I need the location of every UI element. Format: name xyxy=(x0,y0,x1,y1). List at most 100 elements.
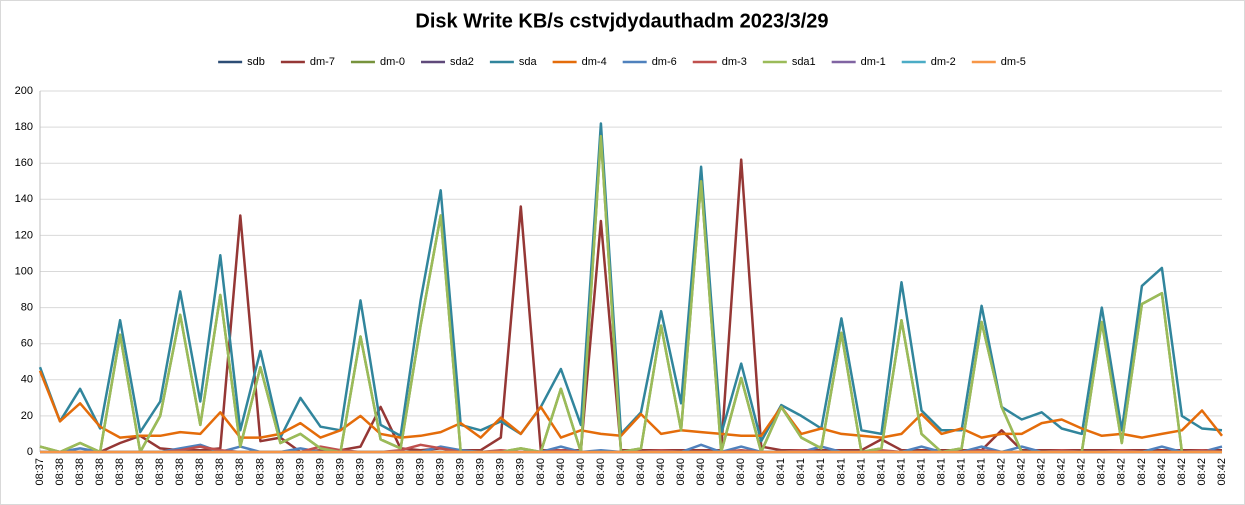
x-tick-label: 08:38 xyxy=(194,458,206,486)
legend-label: sda2 xyxy=(450,56,474,68)
x-tick-label: 08:42 xyxy=(1136,458,1148,486)
x-tick-label: 08:41 xyxy=(775,458,787,486)
x-tick-label: 08:42 xyxy=(1036,458,1048,486)
x-tick-label: 08:39 xyxy=(314,458,326,486)
x-tick-label: 08:42 xyxy=(1176,458,1188,486)
x-tick-label: 08:39 xyxy=(294,458,306,486)
x-tick-label: 08:38 xyxy=(214,458,226,486)
x-tick-label: 08:37 xyxy=(34,458,46,486)
legend-item: sda2 xyxy=(421,56,474,68)
x-tick-label: 08:38 xyxy=(174,458,186,486)
x-tick-label: 08:39 xyxy=(395,458,407,486)
x-tick-label: 08:41 xyxy=(835,458,847,486)
y-tick-label: 100 xyxy=(15,265,33,277)
x-tick-label: 08:42 xyxy=(996,458,1008,486)
x-tick-label: 08:40 xyxy=(595,458,607,486)
y-tick-label: 140 xyxy=(15,193,33,205)
x-tick-label: 08:38 xyxy=(74,458,86,486)
x-tick-label: 08:39 xyxy=(515,458,527,486)
y-tick-label: 60 xyxy=(21,338,33,350)
x-tick-label: 08:39 xyxy=(415,458,427,486)
x-tick-label: 08:41 xyxy=(915,458,927,486)
legend-label: dm-1 xyxy=(861,56,886,68)
x-tick-label: 08:38 xyxy=(234,458,246,486)
legend-label: sdb xyxy=(247,56,265,68)
x-tick-label: 08:38 xyxy=(134,458,146,486)
x-tick-label: 08:40 xyxy=(655,458,667,486)
x-tick-label: 08:42 xyxy=(1196,458,1208,486)
x-tick-label: 08:40 xyxy=(615,458,627,486)
x-tick-label: 08:39 xyxy=(435,458,447,486)
y-tick-label: 200 xyxy=(15,85,33,97)
legend-label: sda1 xyxy=(792,56,816,68)
legend-item: dm-3 xyxy=(692,56,747,68)
x-tick-label: 08:40 xyxy=(715,458,727,486)
x-tick-label: 08:40 xyxy=(635,458,647,486)
legend-item: dm-0 xyxy=(350,56,405,68)
y-tick-label: 20 xyxy=(21,410,33,422)
x-tick-label: 08:40 xyxy=(755,458,767,486)
x-tick-label: 08:40 xyxy=(735,458,747,486)
legend: sdb dm-7 dm-0 sda2 sda dm-4 dm-6 dm-3 sda1 dm-1 dm… xyxy=(218,56,1026,68)
legend-label: dm-4 xyxy=(582,56,607,68)
x-tick-label: 08:38 xyxy=(54,458,66,486)
x-tick-label: 08:39 xyxy=(374,458,386,486)
x-tick-label: 08:38 xyxy=(154,458,166,486)
legend-label: dm-2 xyxy=(931,56,956,68)
legend-item: dm-1 xyxy=(831,56,886,68)
x-tick-label: 08:39 xyxy=(354,458,366,486)
x-tick-label: 08:38 xyxy=(94,458,106,486)
y-tick-label: 180 xyxy=(15,121,33,133)
x-tick-label: 08:41 xyxy=(895,458,907,486)
y-tick-label: 120 xyxy=(15,229,33,241)
series-line xyxy=(38,370,1223,439)
chart-title: Disk Write KB/s cstvjdydauthadm 2023/3/2… xyxy=(415,10,828,32)
x-tick-label: 08:42 xyxy=(1216,458,1228,486)
legend-item: dm-2 xyxy=(901,56,956,68)
x-tick-label: 08:38 xyxy=(274,458,286,486)
legend-label: dm-3 xyxy=(722,56,747,68)
x-tick-label: 08:42 xyxy=(1056,458,1068,486)
x-tick-label: 08:42 xyxy=(1156,458,1168,486)
x-tick-label: 08:38 xyxy=(114,458,126,486)
x-tick-label: 08:42 xyxy=(1116,458,1128,486)
x-tick-label: 08:41 xyxy=(815,458,827,486)
x-tick-label: 08:39 xyxy=(475,458,487,486)
legend-label: sda xyxy=(519,56,538,68)
legend-item: sda xyxy=(489,56,538,68)
y-tick-label: 40 xyxy=(21,374,33,386)
y-tick-label: 0 xyxy=(27,446,33,458)
legend-item: sda1 xyxy=(762,56,816,68)
x-tick-label: 08:41 xyxy=(975,458,987,486)
legend-item: dm-4 xyxy=(552,56,607,68)
legend-item: dm-6 xyxy=(622,56,677,68)
legend-label: dm-5 xyxy=(1001,56,1026,68)
series-line xyxy=(38,122,1223,443)
x-tick-label: 08:41 xyxy=(875,458,887,486)
legend-label: dm-7 xyxy=(310,56,335,68)
x-tick-label: 08:41 xyxy=(935,458,947,486)
x-tick-label: 08:40 xyxy=(535,458,547,486)
legend-label: dm-6 xyxy=(652,56,677,68)
legend-item: dm-7 xyxy=(280,56,335,68)
x-tick-label: 08:42 xyxy=(1076,458,1088,486)
x-tick-label: 08:39 xyxy=(334,458,346,486)
x-tick-label: 08:39 xyxy=(495,458,507,486)
x-tick-label: 08:40 xyxy=(575,458,587,486)
x-tick-label: 08:41 xyxy=(955,458,967,486)
legend-item: sdb xyxy=(218,56,265,68)
legend-item: dm-5 xyxy=(971,56,1026,68)
x-tick-label: 08:40 xyxy=(675,458,687,486)
y-tick-label: 80 xyxy=(21,302,33,314)
x-tick-label: 08:41 xyxy=(855,458,867,486)
y-tick-label: 160 xyxy=(15,157,33,169)
x-tick-label: 08:39 xyxy=(455,458,467,486)
legend-label: dm-0 xyxy=(380,56,405,68)
x-tick-label: 08:40 xyxy=(555,458,567,486)
x-tick-label: 08:38 xyxy=(254,458,266,486)
x-tick-label: 08:42 xyxy=(1096,458,1108,486)
x-tick-label: 08:42 xyxy=(1016,458,1028,486)
x-tick-label: 08:41 xyxy=(795,458,807,486)
